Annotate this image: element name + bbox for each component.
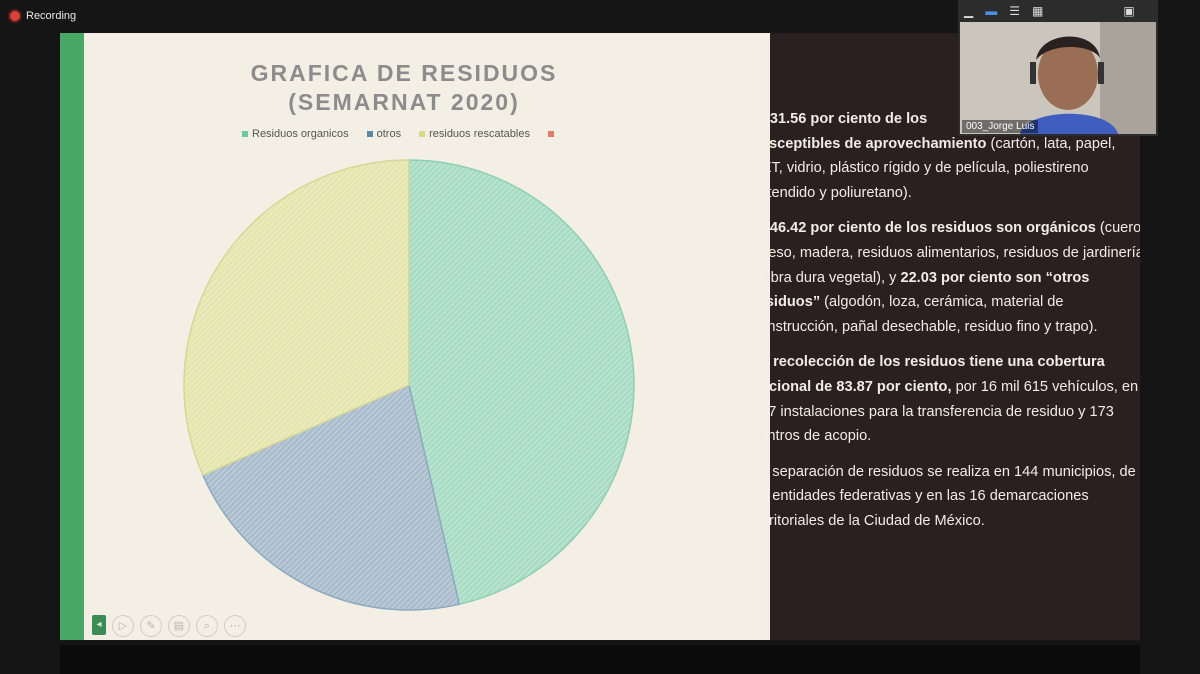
legend-item-otros: otros (366, 128, 402, 140)
video-toolbar: ▁ ▬ ☰ ▦ ▣ (958, 0, 1164, 22)
p1-bold-b: susceptibles de aprovechamiento (752, 135, 987, 152)
legend-swatch (419, 131, 426, 137)
bottom-strip (60, 645, 1140, 674)
recording-indicator: Recording (10, 10, 76, 22)
slide-content-panel: GRAFICA DE RESIDUOS (SEMARNAT 2020) Resi… (84, 33, 770, 640)
p2-bold: El 46.42 por ciento de los residuos son … (752, 220, 1096, 237)
minimize-icon[interactable]: ▁ (964, 4, 974, 18)
legend-item-organicos: Residuos organicos (242, 128, 349, 140)
chart-legend: Residuos organicos otros residuos rescat… (242, 128, 554, 140)
legend-label: otros (376, 128, 402, 140)
legend-label: residuos rescatables (429, 128, 530, 140)
recording-label: Recording (26, 10, 77, 22)
more-icon[interactable]: ⋯ (224, 615, 246, 637)
legend-swatch (547, 131, 554, 137)
record-icon (10, 11, 20, 21)
legend-swatch (242, 131, 248, 137)
zoom-icon[interactable]: ⌕ (196, 615, 218, 637)
participant-feed: 003_Jorge Luis (960, 22, 1156, 134)
wave-divider (700, 33, 740, 640)
participant-video[interactable]: ▁ ▬ ☰ ▦ ▣ 003_Jorge Luis (958, 0, 1158, 136)
slides-icon[interactable]: ▤ (168, 615, 190, 637)
paragraph-2: El 46.42 por ciento de los residuos son … (752, 216, 1140, 339)
play-icon[interactable]: ▷ (112, 615, 134, 637)
pie-slice-residuos-organicos (408, 159, 635, 606)
participant-image (960, 22, 1156, 134)
slide-accent-bar (60, 33, 84, 640)
paragraph-1: El 31.56 por ciento de los susceptibles … (752, 107, 1140, 205)
gallery-view-icon[interactable]: ▦ (1032, 4, 1044, 18)
legend-item-rescatables: residuos rescatables (419, 128, 530, 140)
paragraph-3: La recolección de los residuos tiene una… (752, 350, 1140, 448)
p3-rest: por 16 mil 615 vehículos, en 127 instala… (752, 378, 1139, 445)
p3-bold: La recolección de los residuos tiene una… (752, 354, 1105, 395)
p1-bold-a: El 31.56 por ciento de los (752, 111, 928, 127)
legend-item-extra (547, 128, 554, 140)
pen-icon[interactable]: ✎ (140, 615, 162, 637)
slide-toolbar: ◂ ▷ ✎ ▤ ⌕ ⋯ (92, 615, 246, 637)
p1-rest: (cartón, lata, papel, PET, vidrio, plást… (752, 135, 1116, 201)
paragraph-4: La separación de residuos se realiza en … (752, 463, 1136, 529)
prev-slide-button[interactable]: ◂ (92, 615, 106, 635)
legend-swatch (366, 131, 373, 137)
slide-text: El 31.56 por ciento de los susceptibles … (752, 107, 1140, 545)
chart-title: GRAFICA DE RESIDUOS (SEMARNAT 2020) (144, 59, 664, 117)
exit-fullscreen-icon[interactable]: ▣ (1123, 4, 1135, 18)
p2-rest: (cuero, hueso, madera, residuos alimenta… (752, 220, 1140, 286)
chart-title-line2: (SEMARNAT 2020) (288, 89, 520, 115)
p2-rest2: (algodón, loza, cerámica, material de co… (752, 294, 1098, 335)
pie-chart (183, 159, 635, 611)
strip-view-icon[interactable]: ☰ (1009, 4, 1020, 18)
legend-label: Residuos organicos (252, 128, 349, 140)
pie-slice-otros (201, 383, 461, 611)
p2-bold2: 22.03 por ciento son “otros residuos” (752, 269, 1090, 311)
chart-title-line1: GRAFICA DE RESIDUOS (250, 60, 558, 86)
speaker-view-icon[interactable]: ▬ (985, 4, 998, 18)
participant-name: 003_Jorge Luis (962, 120, 1039, 133)
pie-slice-residuos-rescatables (183, 159, 410, 477)
